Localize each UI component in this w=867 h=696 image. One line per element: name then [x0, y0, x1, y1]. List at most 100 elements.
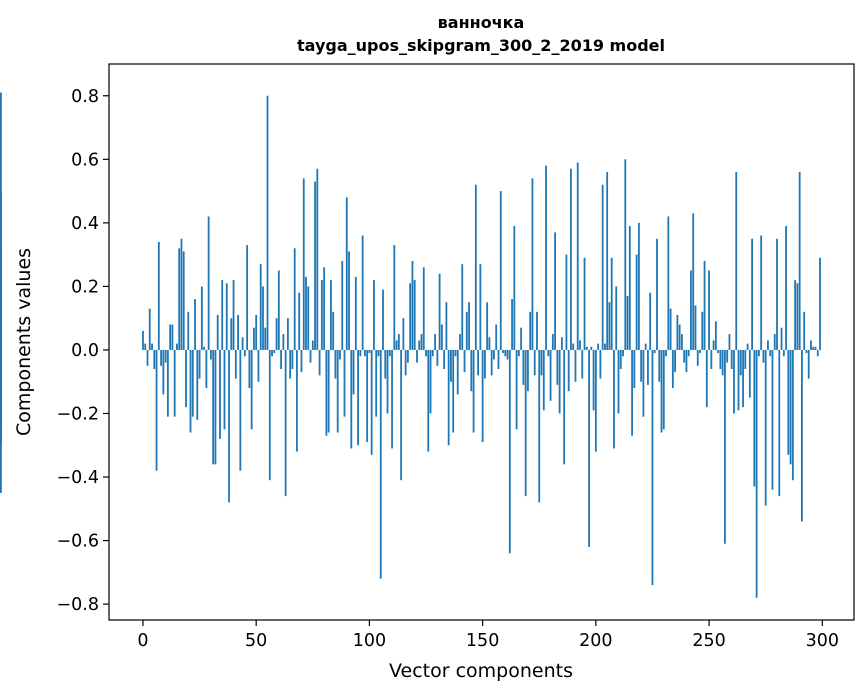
bar-component-240 — [685, 349, 688, 373]
bar-component-148 — [477, 349, 480, 376]
bar-component-121 — [416, 349, 418, 363]
bar-component-203 — [601, 184, 604, 350]
bar-component-223 — [647, 349, 649, 385]
bar-component-40 — [232, 280, 235, 350]
bar-component-25 — [198, 349, 201, 379]
bar-component-218 — [635, 254, 638, 350]
bar-component-15 — [176, 343, 178, 350]
plot-area-frame — [108, 63, 855, 621]
bar-component-117 — [407, 349, 409, 363]
y-tick-label: −0.6 — [57, 532, 100, 552]
bar-component-261 — [733, 349, 735, 414]
bar-component-216 — [631, 349, 633, 436]
bar-component-103 — [375, 349, 378, 417]
bar-component-275 — [764, 349, 767, 506]
bar-component-12 — [169, 324, 172, 350]
bar-component-141 — [461, 264, 464, 350]
bar-component-162 — [508, 349, 511, 554]
bar-component-106 — [382, 289, 384, 350]
bar-component-59 — [275, 318, 278, 350]
bar-component-188 — [567, 349, 570, 392]
bar-component-68 — [296, 349, 298, 452]
bar-component-129 — [434, 334, 436, 350]
bar-component-69 — [298, 292, 301, 350]
bar-component-184 — [558, 349, 561, 414]
bar-component-237 — [678, 324, 681, 350]
bar-component-0 — [142, 330, 144, 350]
y-tick-label: 0.6 — [71, 150, 99, 170]
bar-component-112 — [395, 340, 398, 350]
bar-component-293 — [805, 349, 808, 354]
bar-component-259 — [728, 334, 731, 350]
bar-component-195 — [583, 257, 586, 350]
bar-component-233 — [669, 308, 672, 350]
bar-component-70 — [300, 349, 303, 373]
bar-component-41 — [234, 349, 237, 379]
bar-component-73 — [307, 286, 310, 350]
bar-component-83 — [330, 280, 332, 350]
bar-component-3 — [148, 308, 151, 350]
bar-component-38 — [228, 349, 230, 503]
bar-component-61 — [280, 349, 282, 369]
bar-component-160 — [504, 349, 507, 357]
bar-component-152 — [486, 302, 489, 350]
bar-component-37 — [225, 283, 228, 350]
bar-component-98 — [363, 349, 366, 357]
bar-component-279 — [773, 334, 776, 350]
bar-component-82 — [327, 349, 330, 433]
bar-component-36 — [223, 349, 226, 430]
bar-component-197 — [588, 349, 590, 547]
bar-component-55 — [266, 95, 269, 350]
bar-component-86 — [336, 349, 339, 433]
bar-component-44 — [241, 337, 244, 350]
bar-component-23 — [194, 299, 196, 350]
bar-component-269 — [751, 238, 753, 350]
bar-component-205 — [606, 172, 609, 350]
bar-component-16 — [178, 248, 181, 350]
y-tick-label: −0.4 — [57, 468, 100, 488]
bar-component-146 — [472, 349, 475, 433]
bar-component-125 — [425, 349, 427, 357]
bar-component-235 — [674, 349, 677, 373]
bar-component-260 — [730, 349, 733, 369]
bar-component-224 — [649, 292, 652, 350]
bar-component-144 — [468, 302, 470, 350]
bar-component-95 — [357, 349, 359, 446]
bar-component-258 — [726, 349, 729, 363]
bar-component-120 — [413, 280, 416, 350]
bar-component-208 — [613, 349, 615, 449]
bar-component-57 — [271, 349, 273, 357]
bar-component-74 — [309, 349, 312, 363]
bar-component-75 — [311, 340, 314, 350]
bar-component-101 — [370, 349, 373, 455]
bar-component-179 — [547, 349, 550, 357]
bar-component-271 — [755, 349, 758, 598]
bar-component-156 — [495, 324, 498, 350]
bar-component-159 — [502, 349, 504, 354]
y-tick-label: 0.0 — [71, 341, 99, 361]
bar-component-108 — [386, 349, 389, 414]
x-tick-label: 50 — [245, 631, 267, 651]
bar-component-126 — [427, 349, 430, 452]
bar-component-280 — [776, 238, 778, 350]
bar-component-167 — [520, 327, 523, 350]
bar-component-2 — [146, 349, 149, 366]
bar-component-296 — [812, 346, 815, 350]
bar-component-265 — [742, 349, 744, 408]
bar-component-48 — [250, 349, 253, 430]
bar-component-72 — [305, 276, 307, 350]
bar-component-278 — [771, 349, 774, 490]
bar-component-29 — [207, 216, 210, 350]
bar-component-164 — [513, 226, 516, 350]
bar-component-30 — [209, 349, 212, 360]
bar-component-128 — [431, 349, 434, 357]
bar-component-107 — [384, 349, 387, 379]
bar-component-248 — [703, 260, 706, 350]
bar-component-264 — [739, 349, 742, 376]
bar-component-241 — [687, 349, 690, 357]
bar-component-1 — [144, 343, 147, 350]
bar-component-140 — [459, 334, 461, 350]
bar-component-221 — [642, 349, 645, 417]
bar-component-257 — [724, 349, 726, 544]
bar-component-92 — [350, 349, 353, 449]
